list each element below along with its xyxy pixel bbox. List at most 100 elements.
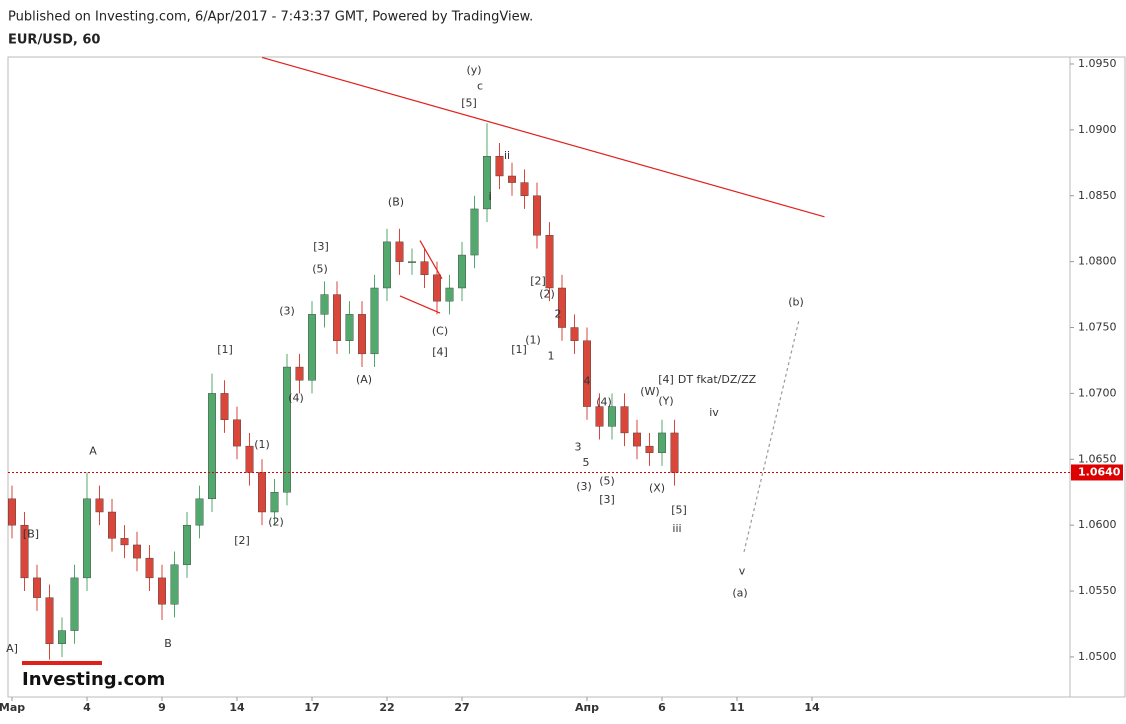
candle-body <box>33 577 41 598</box>
candle-body <box>195 498 204 526</box>
candle-body <box>370 287 379 355</box>
wave-label: (4) <box>596 396 612 409</box>
candle-body <box>158 577 166 605</box>
x-tick-label: 6 <box>658 701 666 714</box>
wave-label: [5] <box>461 97 477 110</box>
candle-body <box>295 366 304 381</box>
candle-body <box>20 524 29 579</box>
wave-label: 2 <box>555 307 562 320</box>
wave-label: [4] <box>658 373 674 386</box>
x-tick-label: 14 <box>229 701 245 714</box>
x-tick-label: 27 <box>454 701 469 714</box>
wave-label: v <box>739 564 746 577</box>
candle-body <box>120 538 129 546</box>
wave-label: (1) <box>525 334 541 347</box>
wave-label: (5) <box>312 263 328 276</box>
y-tick-label: 1.0900 <box>1078 123 1117 136</box>
wave-label: (2) <box>539 288 555 301</box>
wave-label: (B) <box>388 195 404 208</box>
candle-body <box>170 564 179 605</box>
candle-body <box>658 432 666 453</box>
candle-body <box>583 340 591 407</box>
candle-body <box>470 208 479 256</box>
candle-body <box>595 406 604 427</box>
wave-label: 5 <box>583 456 590 469</box>
candle-body <box>633 432 641 447</box>
candle-body <box>408 261 416 263</box>
candle-body <box>520 182 529 196</box>
wave-label: (Y) <box>658 394 673 407</box>
y-tick-label: 1.0800 <box>1078 255 1117 268</box>
wave-label: (2) <box>268 516 284 529</box>
wave-label: [1] <box>511 343 527 356</box>
candle-body <box>483 156 491 210</box>
wave-label: iv <box>709 406 719 419</box>
candle-body <box>220 393 229 420</box>
last-price-tag <box>1071 464 1123 481</box>
wave-label: DT fkat/DZ/ZZ <box>678 373 757 386</box>
candle-body <box>270 492 279 513</box>
candle-body <box>620 406 629 434</box>
x-tick-label: 14 <box>804 701 820 714</box>
candle-body <box>45 597 54 644</box>
wave-label: [3] <box>599 493 615 506</box>
candle-body <box>58 630 66 644</box>
candle-body <box>433 274 441 302</box>
candle-body <box>133 544 141 559</box>
wave-label: [3] <box>313 240 329 253</box>
wave-label: (y) <box>466 64 481 77</box>
candle-body <box>8 498 16 526</box>
candle-body <box>233 419 241 447</box>
candle-body <box>558 287 566 328</box>
candle-body <box>208 393 216 500</box>
wave-label: [1] <box>217 343 233 356</box>
candle-body <box>345 314 354 341</box>
candle-body <box>508 175 516 183</box>
candle-body <box>608 406 616 427</box>
candle-body <box>458 254 466 289</box>
candle-body <box>333 294 341 341</box>
y-tick-label: 1.0650 <box>1078 452 1117 465</box>
candle-body <box>445 287 454 302</box>
x-tick-label: 22 <box>379 701 394 714</box>
y-tick-label: 1.0850 <box>1078 189 1117 202</box>
x-tick-label: 11 <box>729 701 744 714</box>
y-tick-label: 1.0550 <box>1078 584 1117 597</box>
candle-body <box>570 327 579 341</box>
candle-body <box>545 235 554 289</box>
candle-body <box>83 498 91 579</box>
wave-label: [2] <box>530 274 546 287</box>
candle-body <box>95 498 104 513</box>
wave-label: (C) <box>432 324 448 337</box>
y-tick-label: 1.0950 <box>1078 57 1117 70</box>
wave-label: [5] <box>671 504 687 517</box>
candle-body <box>420 261 429 276</box>
plot-frame <box>7 56 1126 698</box>
candle-body <box>183 524 191 565</box>
wave-label: 3 <box>575 440 582 453</box>
wave-label: (a) <box>732 587 747 600</box>
wave-label: (1) <box>254 438 270 451</box>
wave-label: (A) <box>356 373 372 386</box>
candle-body <box>395 241 404 262</box>
wave-label: (W) <box>640 385 659 398</box>
wave-label: (4) <box>288 392 304 405</box>
y-tick-label: 1.0500 <box>1078 650 1117 663</box>
wave-label: (5) <box>599 475 615 488</box>
candle-body <box>145 557 154 579</box>
candle-body <box>383 241 391 289</box>
logo-bar <box>22 661 102 665</box>
plot-area: (y)c[5]iii(B)[3](5)(3)[1](1)(4)(A)(C)[4]… <box>6 56 825 660</box>
wave-label: [2] <box>234 534 250 547</box>
wave-label: A <box>89 444 97 457</box>
wave-label: 1 <box>548 350 555 363</box>
wave-label: [B] <box>23 527 39 540</box>
wave-label: (b) <box>788 295 804 308</box>
published-note: Published on Investing.com, 6/Apr/2017 -… <box>8 10 533 25</box>
wave-label: ii <box>504 149 510 162</box>
wave-label: iii <box>672 522 681 535</box>
trend-line <box>743 319 800 553</box>
y-tick-label: 1.0700 <box>1078 386 1117 399</box>
x-tick-label: Мар <box>0 701 25 714</box>
